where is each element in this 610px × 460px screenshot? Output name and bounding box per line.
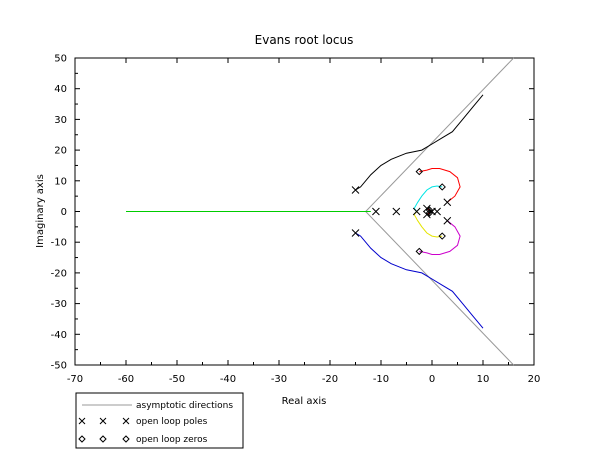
open-loop-zero: [415, 247, 423, 256]
x-tick-label: -20: [322, 374, 338, 385]
open-loop-pole: [372, 207, 380, 216]
y-tick-label: -40: [51, 330, 67, 341]
open-loop-zero: [438, 183, 446, 191]
open-loop-pole: [392, 207, 401, 216]
legend: asymptotic directions open loop poles op…: [75, 392, 244, 449]
locus-branch: [419, 168, 461, 203]
x-tick-label: 20: [528, 374, 541, 385]
y-tick-label: -10: [51, 238, 67, 249]
y-tick-label: -50: [51, 361, 67, 372]
x-tick-label: -50: [169, 374, 185, 385]
asymptote-line: [365, 57, 514, 212]
x-tick-label: 10: [477, 374, 490, 385]
x-tick-label: 0: [429, 374, 435, 385]
x-tick-label: -60: [118, 374, 134, 385]
legend-zeros-label: open loop zeros: [136, 435, 208, 445]
y-tick-label: 50: [54, 54, 67, 65]
open-loop-pole: [351, 229, 360, 237]
x-tick-label: -40: [220, 374, 236, 385]
y-tick-label: 40: [54, 84, 67, 95]
x-tick-label: -10: [373, 374, 389, 385]
locus-branch: [419, 220, 461, 255]
open-loop-zero: [415, 167, 423, 176]
open-loop-pole: [443, 216, 452, 225]
y-tick-label: -30: [51, 299, 67, 310]
open-loop-pole: [351, 186, 360, 194]
y-tick-label: 30: [54, 115, 67, 126]
legend-zeros-swatch: [78, 435, 130, 443]
open-loop-pole: [443, 198, 452, 207]
open-loop-zero: [438, 232, 446, 240]
locus-branch: [413, 211, 443, 238]
open-loop-zero: [425, 206, 434, 214]
legend-poles-swatch: [78, 417, 130, 425]
chart-title: Evans root locus: [255, 33, 354, 47]
legend-poles-label: open loop poles: [136, 417, 208, 427]
open-loop-pole: [433, 207, 441, 216]
y-axis-label: Imaginary axis: [35, 174, 46, 248]
x-axis: -70 -60 -50 -40 -30 -20 -10 0 10 20: [67, 58, 541, 385]
locus-branch: [355, 232, 484, 329]
x-axis-label: Real axis: [282, 396, 327, 407]
y-axis: 50 40 30 20 10 0 -10 -20 -30 -40 -50: [51, 54, 534, 372]
plot-area: [74, 57, 535, 366]
open-loop-pole: [412, 207, 421, 216]
y-tick-label: -20: [51, 268, 67, 279]
locus-branch: [413, 185, 443, 212]
locus-branch: [355, 94, 484, 191]
open-loop-zero: [425, 209, 434, 217]
y-tick-label: 20: [54, 146, 67, 157]
y-tick-label: 0: [61, 207, 67, 218]
legend-asymptotes-label: asymptotic directions: [136, 401, 233, 411]
x-tick-label: -30: [271, 374, 287, 385]
y-tick-label: 10: [54, 176, 67, 187]
asymptote-line: [365, 211, 514, 366]
x-tick-label: -70: [67, 374, 83, 385]
